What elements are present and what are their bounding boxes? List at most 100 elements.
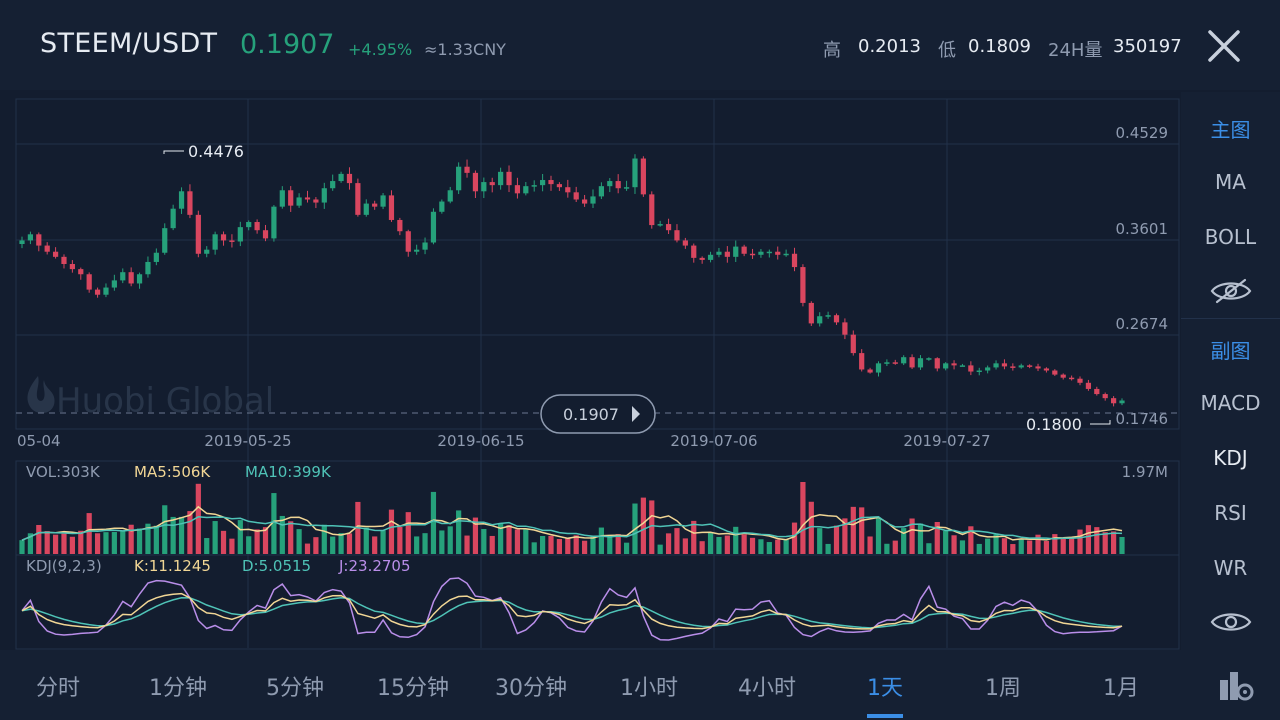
tab-1min[interactable]: 1分钟 (149, 676, 207, 701)
volume-bar (1119, 536, 1125, 554)
candle (733, 240, 739, 262)
volume-bar (867, 536, 873, 554)
candle (397, 217, 403, 236)
candle-body (800, 267, 806, 303)
candle-body (1043, 368, 1050, 371)
volume-bar (674, 528, 680, 554)
volume-bar (657, 544, 663, 554)
candle-body (649, 194, 655, 226)
volume-bar (187, 511, 193, 554)
tab-1month[interactable]: 1月 (1103, 676, 1139, 701)
candle (833, 313, 840, 325)
kline-chart[interactable]: Huobi Global 0.4529 0.3601 0.2674 0.1746… (0, 92, 1180, 650)
indicator-wr-button[interactable]: WR (1213, 556, 1248, 580)
candle (220, 231, 227, 246)
candle (791, 247, 798, 272)
candle (246, 220, 252, 231)
tab-timeshare[interactable]: 分时 (35, 676, 81, 701)
candle (1052, 369, 1058, 376)
volume-bar (262, 527, 269, 554)
eye-icon (1210, 613, 1251, 631)
candle (405, 229, 411, 257)
volume-bar (985, 538, 991, 554)
candle-body (758, 251, 764, 255)
volume-bar (884, 543, 890, 554)
x-tick-label: 2019-07-27 (903, 432, 990, 450)
candle-body (867, 369, 873, 373)
candle (187, 184, 193, 219)
candle-body (506, 171, 512, 186)
candle (548, 175, 554, 191)
candle (1010, 363, 1016, 371)
volume-bar (523, 529, 529, 554)
candle-body (338, 173, 344, 182)
indicator-kdj-button[interactable]: KDJ (1213, 446, 1248, 470)
tab-1hour[interactable]: 1小时 (620, 676, 678, 701)
candle-body (959, 365, 966, 367)
candle-body (178, 191, 185, 209)
indicator-rsi-button[interactable]: RSI (1214, 501, 1247, 525)
candle-body (1102, 394, 1108, 399)
candle (346, 167, 353, 190)
high-value: 0.2013 (858, 36, 921, 57)
volume-bar (136, 528, 143, 554)
candle-body (372, 203, 378, 207)
kdj-j-legend: J:23.2705 (338, 557, 411, 575)
candle (380, 193, 386, 210)
volume-bar (741, 534, 747, 554)
tab-1week[interactable]: 1周 (985, 676, 1021, 701)
candle (489, 177, 495, 193)
candle (775, 246, 781, 260)
candle-body (775, 251, 781, 255)
candle-body (246, 222, 252, 228)
candle-body (691, 245, 697, 258)
volume-bar (640, 497, 646, 554)
candle (52, 247, 59, 259)
candle-body (985, 367, 991, 371)
hide-main-indicator-button[interactable] (1181, 278, 1280, 309)
candle-body (237, 227, 243, 242)
candle-body (749, 253, 756, 256)
chart-panel[interactable]: Huobi Global 0.4529 0.3601 0.2674 0.1746… (0, 92, 1180, 650)
candle (304, 190, 311, 203)
volume-bar (531, 542, 537, 554)
min-price-label: 0.1800 (1026, 415, 1082, 434)
tab-5min[interactable]: 5分钟 (266, 676, 324, 701)
vol-ma10-legend: MA10:399K (245, 463, 332, 481)
close-icon[interactable] (1202, 24, 1246, 68)
candle (976, 367, 982, 376)
candle (229, 234, 235, 248)
current-price-tag[interactable]: 0.1907 (540, 394, 656, 434)
indicator-sidebar: 主图 MA BOLL 副图 MACD KDJ RSI WR (1181, 92, 1280, 650)
volume-bar (128, 524, 134, 554)
volume-bar (246, 536, 252, 554)
candle (111, 274, 117, 291)
candle (439, 199, 445, 214)
indicator-boll-button[interactable]: BOLL (1204, 225, 1257, 249)
show-sub-indicator-button[interactable] (1181, 609, 1280, 640)
y-tick-label: 0.3601 (1116, 220, 1169, 238)
candle (573, 186, 579, 203)
candle-body (825, 315, 831, 317)
volume-bar (556, 539, 563, 554)
high-label: 高 (823, 40, 841, 61)
candle (136, 272, 143, 289)
volume-bar (120, 531, 126, 554)
candle (783, 249, 789, 257)
volume-bar (388, 509, 395, 554)
chart-settings-icon[interactable] (1218, 668, 1254, 702)
indicator-macd-button[interactable]: MACD (1200, 391, 1261, 415)
indicator-ma-button[interactable]: MA (1215, 170, 1246, 194)
candle-body (817, 316, 823, 324)
tab-30min[interactable]: 30分钟 (495, 676, 567, 701)
candle (615, 174, 621, 194)
candle-body (901, 357, 907, 364)
candle-body (363, 203, 369, 215)
volume-bar (1077, 529, 1083, 554)
tab-4hour[interactable]: 4小时 (738, 676, 796, 701)
candle-body (439, 201, 445, 212)
candle-body (388, 195, 395, 220)
tab-1day[interactable]: 1天 (867, 676, 903, 701)
candle-body (607, 181, 613, 187)
tab-15min[interactable]: 15分钟 (377, 676, 449, 701)
